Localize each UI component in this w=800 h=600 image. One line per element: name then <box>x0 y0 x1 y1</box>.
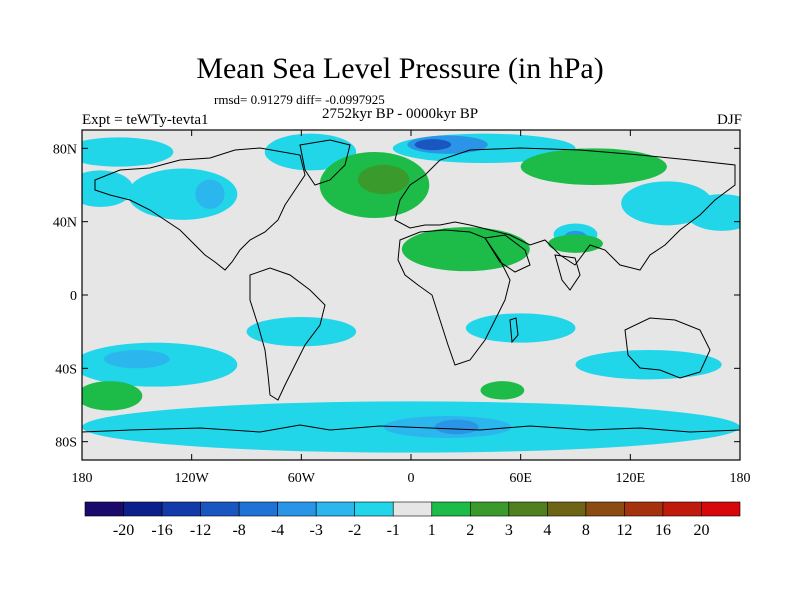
colorbar-label: -1 <box>387 522 400 539</box>
colorbar-label: -3 <box>310 522 323 539</box>
lon-tick-label: 0 <box>408 471 415 486</box>
coastline-arabia <box>484 234 531 273</box>
coastline-madagascar <box>509 317 519 344</box>
season-label: DJF <box>716 112 742 128</box>
stats-text: rmsd= 0.91279 diff= -0.0997925 <box>214 92 385 107</box>
lat-tick-label: 40N <box>53 216 77 231</box>
field-region-19 <box>434 419 479 435</box>
coastline-greenland <box>299 139 351 186</box>
period-text: 2752kyr BP - 0000kyr BP <box>321 106 479 122</box>
colorbar-swatch <box>701 501 741 517</box>
colorbar-swatch <box>161 501 201 517</box>
map-axes: 80N 40N 0 40S 80S 180 120W 60W 0 60E 120E 180 <box>53 130 751 486</box>
lon-tick-label: 60E <box>509 471 532 486</box>
experiment-label: Expt = teWTy-tevta1 <box>82 112 209 128</box>
field-region-24 <box>548 234 603 253</box>
colorbar-label: 8 <box>582 522 590 539</box>
field-region-22 <box>520 148 667 186</box>
lon-tick-label: 120W <box>175 471 210 486</box>
coastline-australia <box>624 317 711 379</box>
colorbar-swatch <box>84 501 124 517</box>
field-region-3 <box>195 179 225 209</box>
lat-tick-label: 40S <box>55 362 77 377</box>
colorbar-swatch <box>354 501 394 517</box>
coastline-india <box>554 254 581 291</box>
colorbar-swatch <box>547 501 587 517</box>
field-region-16 <box>575 350 722 380</box>
colorbar-swatch <box>585 501 625 517</box>
colorbar-swatch <box>508 501 548 517</box>
lon-tick-label: 180 <box>730 471 751 486</box>
lat-tick-label: 80N <box>53 142 77 157</box>
colorbar-swatch <box>624 501 664 517</box>
colorbar-label: -20 <box>113 522 134 539</box>
lon-tick-label: 60W <box>288 471 316 486</box>
field-region-15 <box>465 313 576 343</box>
field-region-13 <box>103 350 170 369</box>
lon-tick-label: 180 <box>72 471 93 486</box>
map-title: Mean Sea Level Pressure (in hPa) <box>196 52 604 85</box>
field-region-7 <box>414 139 452 151</box>
colorbar-label: 2 <box>466 522 474 539</box>
field-region-23 <box>401 227 530 272</box>
field-region-25 <box>82 381 143 411</box>
field-region-9 <box>685 194 740 231</box>
colorbar-swatch <box>392 501 433 517</box>
colorbar-label: -16 <box>151 522 172 539</box>
field-region-14 <box>246 317 357 347</box>
field-region-4 <box>264 133 357 171</box>
colorbar-swatch <box>123 501 163 517</box>
colorbar-label: -8 <box>232 522 245 539</box>
colorbar-label: -2 <box>348 522 361 539</box>
colorbar-label: 16 <box>655 522 671 539</box>
lat-tick-label: 0 <box>70 289 77 304</box>
coastline-north-america <box>94 147 306 271</box>
colorbar-swatch <box>200 501 240 517</box>
field-region-21 <box>357 164 410 195</box>
coastlines <box>82 139 740 433</box>
colorbar-label: 20 <box>693 522 709 539</box>
colorbar-swatch <box>238 501 278 517</box>
colorbar-label: 12 <box>616 522 632 539</box>
colorbar-swatch <box>662 501 702 517</box>
colorbar-label: 3 <box>505 522 513 539</box>
lat-tick-label: 80S <box>55 436 77 451</box>
colorbar-swatch <box>469 501 510 517</box>
colorbar-swatch <box>431 501 471 517</box>
colorbar: -20 -16 -12 -8 -4 -3 -2 -1 1 2 3 4 8 12 16 20 <box>84 501 741 539</box>
coastline-antarctica <box>82 424 740 433</box>
colorbar-label: 1 <box>428 522 436 539</box>
coastline-africa <box>397 229 511 366</box>
coastline-eurasia <box>394 147 736 271</box>
colorbar-swatch <box>277 501 317 517</box>
colorbar-label: 4 <box>543 522 551 539</box>
field-region-1 <box>82 170 134 207</box>
colorbar-label: -4 <box>271 522 284 539</box>
coastline-south-america <box>249 267 326 401</box>
field-region-26 <box>480 381 525 400</box>
colorbar-swatch <box>315 501 356 517</box>
field-region-0 <box>82 137 174 167</box>
colorbar-label: -12 <box>190 522 211 539</box>
lon-tick-label: 120E <box>616 471 646 486</box>
